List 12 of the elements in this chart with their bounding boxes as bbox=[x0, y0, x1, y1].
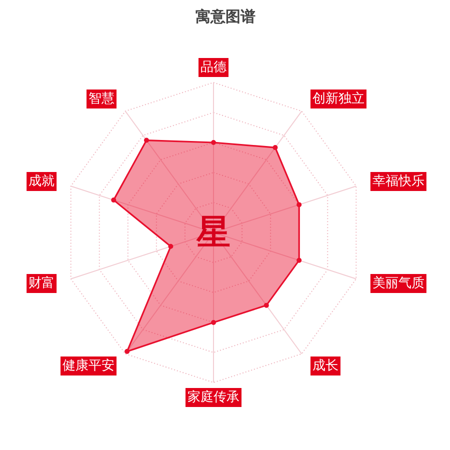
spoke-label: 成长 bbox=[312, 358, 338, 374]
spoke-label: 幸福快乐 bbox=[372, 174, 424, 190]
spoke-label: 智慧 bbox=[88, 92, 115, 107]
spoke-label: 健康平安 bbox=[62, 357, 115, 374]
text: 星 bbox=[196, 212, 230, 253]
chart-title: 寓意图谱 bbox=[196, 8, 256, 26]
spoke-label: 家庭传承 bbox=[188, 389, 240, 406]
spoke-label: 创新独立 bbox=[312, 90, 364, 107]
spoke-label: 成就 bbox=[28, 174, 55, 190]
spoke-label: 品德 bbox=[200, 60, 226, 76]
spoke-label: 财富 bbox=[28, 274, 55, 291]
spoke-label: 美丽气质 bbox=[372, 274, 424, 291]
